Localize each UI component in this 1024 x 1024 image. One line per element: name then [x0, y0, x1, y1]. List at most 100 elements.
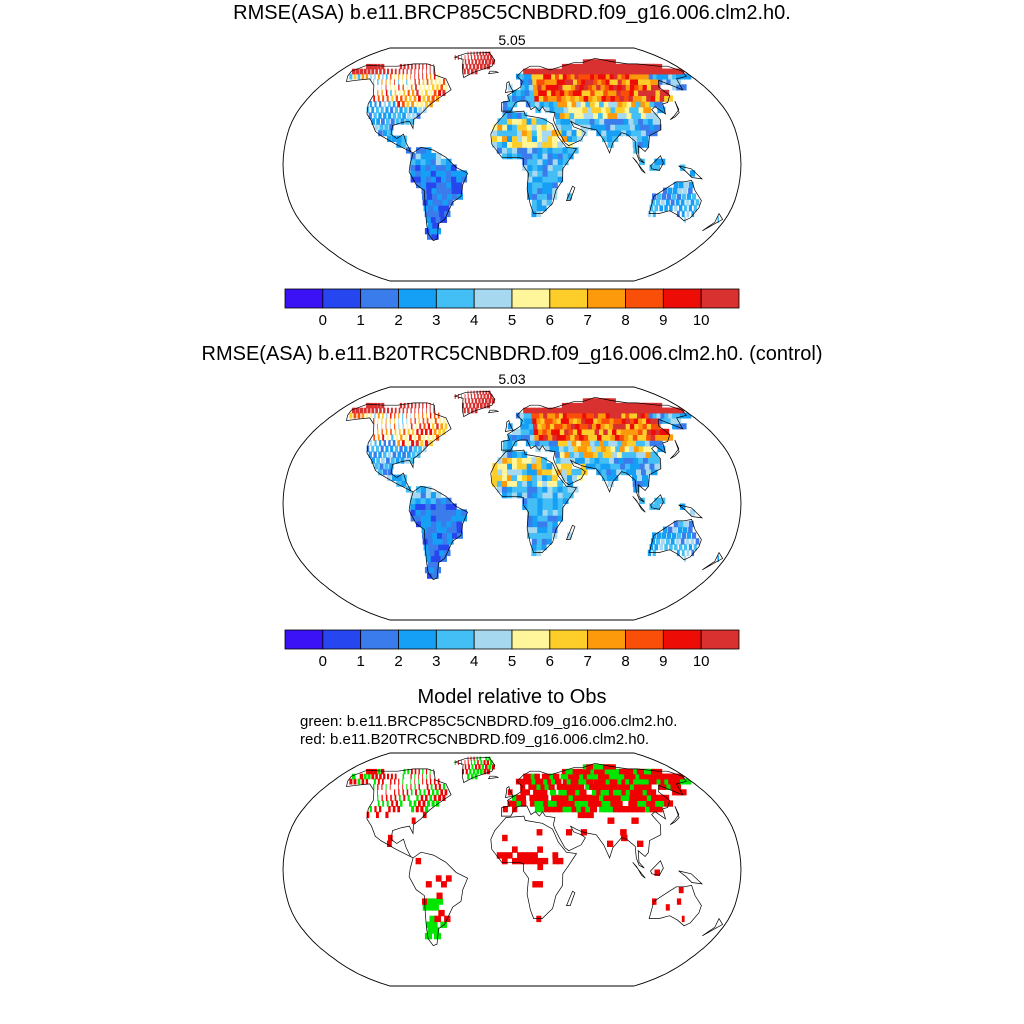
grid-cell — [547, 526, 553, 533]
grid-cell — [610, 95, 619, 102]
grid-cell — [685, 199, 690, 206]
grid-cell — [537, 181, 543, 189]
grid-cell — [679, 204, 683, 212]
colorbar-swatch — [284, 629, 324, 650]
grid-cell — [402, 451, 406, 458]
grid-cell — [406, 84, 409, 91]
grid-cell — [635, 806, 644, 813]
grid-cell — [441, 520, 448, 528]
grid-cell — [410, 773, 412, 780]
grid-cell — [556, 783, 564, 790]
grid-cell — [649, 463, 657, 470]
grid-cell — [418, 73, 420, 80]
grid-cell — [410, 491, 417, 499]
grid-cell — [440, 84, 443, 91]
grid-cell — [377, 412, 380, 419]
grid-cell — [394, 407, 397, 414]
grid-cell — [633, 89, 643, 96]
grid-cell — [374, 463, 379, 470]
grid-cell — [632, 474, 639, 481]
grid-cell — [536, 78, 543, 85]
grid-cell — [609, 778, 619, 785]
grid-cell — [579, 457, 587, 464]
grid-cell — [431, 800, 435, 807]
grid-cell — [392, 474, 397, 481]
grid-cell — [557, 440, 565, 447]
grid-cell — [351, 407, 356, 414]
grid-cell — [558, 789, 565, 796]
grid-cell — [374, 124, 379, 131]
grid-cell — [552, 520, 558, 528]
grid-cell — [519, 778, 525, 785]
grid-cell — [390, 457, 395, 464]
grid-cell — [573, 417, 580, 424]
grid-cell — [397, 806, 400, 813]
grid-cell — [542, 89, 549, 96]
grid-cell — [421, 520, 428, 528]
grid-cell — [479, 390, 481, 395]
grid-cell — [464, 59, 467, 65]
grid-cell — [577, 89, 585, 96]
grid-cell — [544, 806, 551, 813]
grid-cell — [398, 412, 400, 419]
grid-cell — [552, 141, 558, 148]
grid-cell — [571, 773, 579, 780]
grid-cell — [425, 794, 428, 801]
grid-cell — [373, 417, 375, 424]
grid-cell — [442, 794, 446, 801]
colorbar-tick-label: 7 — [583, 312, 591, 329]
grid-cell — [542, 497, 549, 505]
grid-cell — [435, 509, 442, 516]
grid-cell — [608, 101, 616, 108]
grid-cell — [524, 789, 530, 796]
grid-cell — [601, 417, 610, 424]
grid-cell — [374, 101, 377, 108]
grid-cell — [418, 68, 420, 75]
grid-cell — [678, 187, 683, 194]
grid-cell — [406, 68, 408, 75]
grid-cell — [527, 509, 533, 516]
grid-cell — [534, 806, 541, 813]
grid-cell — [442, 193, 449, 200]
grid-cell — [626, 468, 633, 476]
grid-cell — [689, 509, 696, 516]
grid-cell — [558, 106, 566, 114]
grid-cell — [607, 794, 616, 801]
grid-cell — [564, 428, 571, 435]
grid-cell — [649, 101, 658, 108]
grid-cell — [381, 417, 383, 424]
grid-cell — [555, 73, 562, 80]
grid-cell — [535, 412, 541, 419]
grid-cell — [594, 440, 602, 447]
grid-cell — [517, 468, 523, 476]
grid-cell — [542, 428, 549, 435]
grid-cell — [406, 112, 411, 119]
grid-cell — [534, 407, 540, 414]
grid-cell — [576, 806, 583, 813]
grid-cell — [671, 532, 677, 539]
grid-cell — [678, 181, 684, 189]
grid-cell — [685, 538, 690, 545]
colorbar-tick-label: 3 — [432, 653, 440, 670]
grid-cell — [395, 800, 398, 807]
grid-cell — [601, 783, 610, 790]
grid-cell — [613, 789, 622, 796]
grid-cell — [566, 84, 574, 91]
grid-cell — [422, 800, 426, 807]
grid-cell — [555, 89, 562, 96]
grid-cell — [599, 457, 606, 464]
grid-cell — [390, 68, 393, 75]
map-data-field — [349, 390, 719, 579]
colorbar-tick-label: 2 — [394, 653, 402, 670]
grid-cell — [483, 63, 487, 70]
grid-cell — [673, 526, 678, 533]
grid-cell — [597, 78, 606, 85]
grid-cell — [540, 78, 547, 85]
grid-cell — [632, 800, 641, 807]
grid-cell — [589, 457, 597, 464]
grid-cell — [410, 78, 412, 85]
grid-cell — [400, 457, 405, 464]
colorbar-tick-label: 8 — [621, 653, 629, 670]
grid-cell — [567, 135, 573, 142]
grid-cell — [418, 434, 421, 441]
